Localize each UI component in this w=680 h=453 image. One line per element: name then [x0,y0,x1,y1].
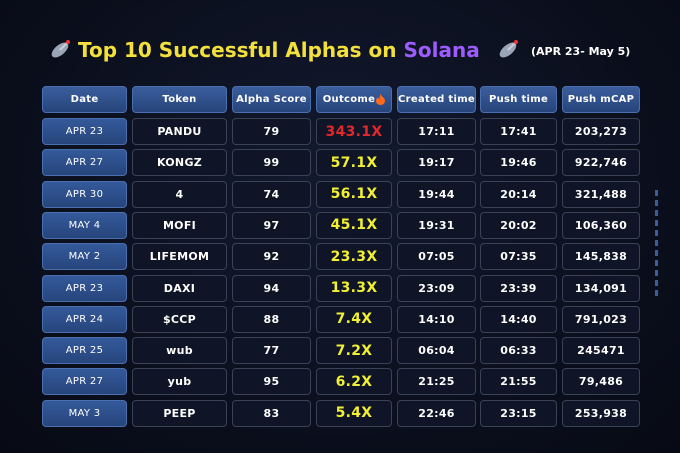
table-cell: MOFI [132,211,227,239]
table-cell: 94 [232,274,311,302]
table-cell: 06:33 [480,337,557,365]
table-cell: 19:44 [397,180,476,208]
table-cell: 99 [232,149,311,177]
date-cell: APR 24 [42,305,127,333]
table-cell: 23:09 [397,274,476,302]
table-cell: 83 [232,399,311,427]
subtitle: (APR 23- May 5) [531,45,631,58]
date-cell: APR 30 [42,180,127,208]
date-cell: APR 25 [42,337,127,365]
table-cell: 922,746 [562,149,640,177]
title: Top 10 Successful Alphas on Solana [78,38,480,62]
table-cell: 145,838 [562,243,640,271]
table-cell: 253,938 [562,399,640,427]
table-cell: 19:46 [480,149,557,177]
table-cell: 19:31 [397,211,476,239]
table-cell: 06:04 [397,337,476,365]
table-cell: 14:10 [397,305,476,333]
date-cell: APR 23 [42,118,127,145]
table-cell: 5.4X [316,399,392,427]
table-cell: 07:05 [397,243,476,271]
decoration [655,190,658,300]
table-cell: 77 [232,337,311,365]
table-cell: $CCP [132,305,227,333]
table-cell: 20:02 [480,211,557,239]
table-cell: 23.3X [316,243,392,271]
date-cell: APR 27 [42,149,127,177]
table-cell: PEEP [132,399,227,427]
table-cell: 4 [132,180,227,208]
table-cell: 22:46 [397,399,476,427]
table-cell: 23:15 [480,399,557,427]
table-cell: 203,273 [562,118,640,145]
satellite-icon [51,40,70,58]
table-cell: 245471 [562,337,640,365]
title-text: Top 10 Successful Alphas on [78,38,397,62]
table-cell: 13.3X [316,274,392,302]
table-cell: 343.1X [316,118,392,145]
table-cell: 57.1X [316,149,392,177]
table-cell: 19:17 [397,149,476,177]
table-cell: wub [132,337,227,365]
table-cell: yub [132,368,227,396]
table-cell: 79,486 [562,368,640,396]
header-cell: Alpha Score [232,86,311,113]
header-cell: Push mCAP [562,86,640,113]
table-cell: 23:39 [480,274,557,302]
table-cell: PANDU [132,118,227,145]
header-cell: Token [132,86,227,113]
table-cell: 07:35 [480,243,557,271]
table-cell: 17:11 [397,118,476,145]
table-cell: 17:41 [480,118,557,145]
table-cell: 321,488 [562,180,640,208]
table-cell: 7.4X [316,305,392,333]
header-cell: Date [42,86,127,113]
table-cell: 21:55 [480,368,557,396]
table-cell: KONGZ [132,149,227,177]
header-cell: Created time [397,86,476,113]
table-cell: 74 [232,180,311,208]
table-cell: 88 [232,305,311,333]
table-cell: 20:14 [480,180,557,208]
date-cell: APR 23 [42,274,127,302]
table-cell: 21:25 [397,368,476,396]
table-cell: 14:40 [480,305,557,333]
date-cell: MAY 4 [42,211,127,239]
table-cell: 56.1X [316,180,392,208]
fire-icon [376,94,386,105]
table-cell: DAXI [132,274,227,302]
header-cell: Outcome [316,86,392,113]
table-cell: LIFEMOM [132,243,227,271]
table-cell: 6.2X [316,368,392,396]
date-cell: MAY 2 [42,243,127,271]
table-cell: 134,091 [562,274,640,302]
table-cell: 791,023 [562,305,640,333]
table-cell: 95 [232,368,311,396]
date-cell: APR 27 [42,368,127,396]
table-cell: 92 [232,243,311,271]
title-highlight: Solana [403,38,480,62]
date-cell: MAY 3 [42,399,127,427]
table-cell: 45.1X [316,211,392,239]
header-cell: Push time [480,86,557,113]
table-cell: 79 [232,118,311,145]
table-cell: 7.2X [316,337,392,365]
satellite-icon [499,40,518,58]
table-cell: 106,360 [562,211,640,239]
table-cell: 97 [232,211,311,239]
